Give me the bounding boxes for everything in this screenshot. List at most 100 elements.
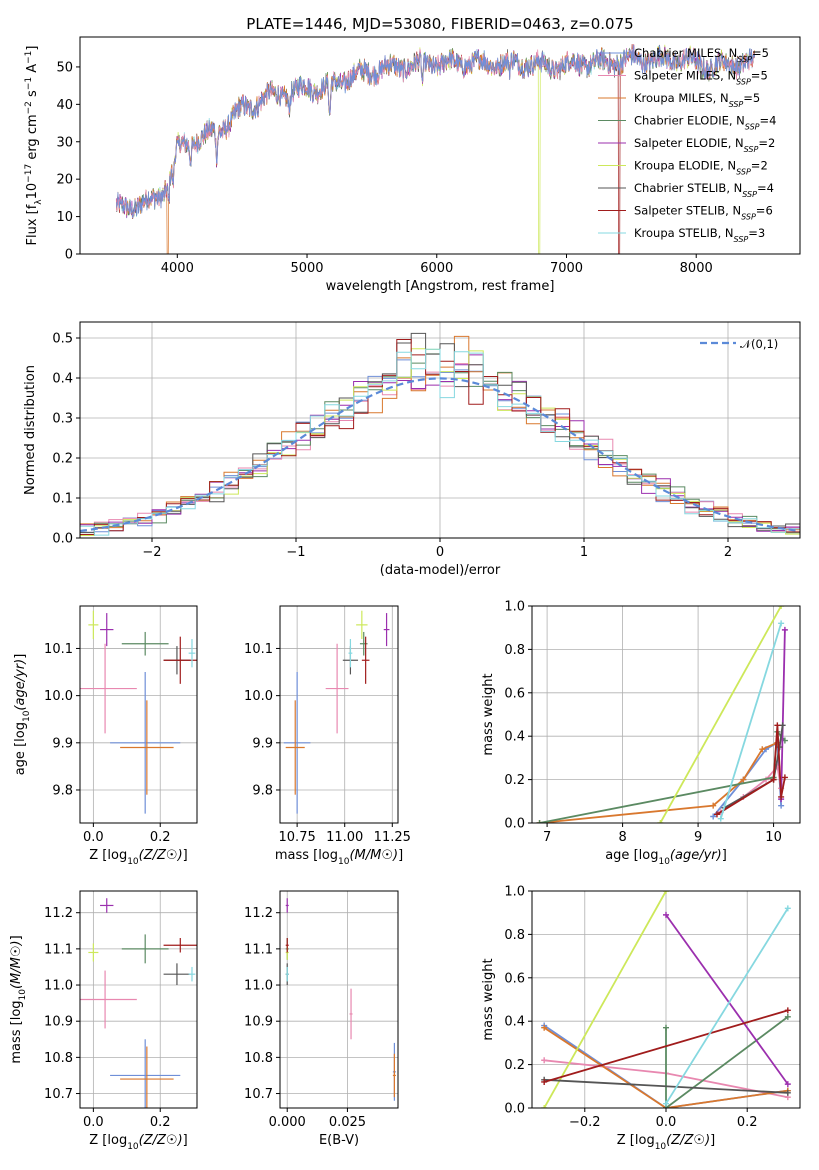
legend-entry-kroupa-miles: Kroupa MILES, NSSP=5: [634, 91, 760, 109]
spectrum-legend: Chabrier MILES, NSSP=5 Salpeter MILES, NS…: [598, 46, 776, 244]
axes-frame: [279, 605, 399, 824]
weight-marker: [740, 776, 747, 783]
legend-entry-kroupa-elodie: Kroupa ELODIE, NSSP=2: [634, 159, 768, 177]
mass-vs-extinction-chart: 0.000 0.025 10.7 10.8 10.9 11.0 11.1 11.2 E(B-V): [244, 890, 399, 1148]
weight-marker: [536, 820, 543, 823]
age-vs-mass-chart: 10.75 11.00 11.25 9.8 9.9 10.0 10.1 mass [log10…: [244, 605, 411, 867]
y-tick-label: 40: [56, 98, 73, 113]
x-tick-label: 9: [694, 830, 702, 845]
x-tick-label: 5000: [290, 261, 323, 276]
y-tick-label: 1.0: [504, 600, 525, 615]
x-tick-label: 0.2: [150, 830, 171, 845]
y-tick-label: 0.0: [504, 817, 525, 832]
x-tick-label: 0.2: [150, 1115, 171, 1130]
weight-marker: [717, 815, 724, 822]
errorbar-kroupa-stelib: [188, 639, 196, 668]
axes-frame: [279, 890, 399, 1109]
weight-marker: [774, 722, 781, 729]
y-axis-label: Normed distribution: [23, 365, 38, 495]
residual-distribution-chart: −2 −1 0 1 2 0.0 0.1 0.2 0.3 0.4 0.5 (data-model)/er…: [23, 321, 801, 578]
errorbar-chabrier-elodie: [121, 934, 169, 964]
x-tick-label: −0.2: [569, 1115, 601, 1130]
x-tick-label: 0.0: [83, 1115, 104, 1130]
y-tick-label: 11.1: [44, 942, 73, 957]
errorbar-salpeter-elodie: [100, 898, 114, 913]
y-tick-label: 10.1: [44, 642, 73, 657]
mass-vs-metallicity-chart: 0.0 0.2 10.7 10.8 10.9 11.0 11.1 11.2 Z [log10(Z…: [9, 890, 198, 1152]
x-tick-label: 6000: [420, 261, 453, 276]
y-tick-label: 0.4: [504, 1015, 525, 1030]
legend-entry-normal: 𝒩(0,1): [740, 337, 778, 351]
errorbar-salpeter-miles: [80, 643, 137, 734]
y-tick-label: 0.1: [52, 492, 73, 507]
errorbar-salpeter-miles: [80, 970, 137, 1029]
mass-vs-metallicity-plot-area: [80, 898, 197, 1108]
y-tick-label: 30: [56, 135, 73, 150]
weight-marker: [781, 774, 788, 781]
legend-entry-salpeter-stelib: Salpeter STELIB, NSSP=6: [634, 204, 773, 222]
weight-marker: [710, 802, 717, 809]
errorbar-salpeter-miles: [349, 988, 353, 1040]
x-tick-label: −1: [286, 545, 305, 560]
errorbar-kroupa-miles: [120, 1046, 174, 1108]
weight-marker: [778, 620, 785, 627]
y-tick-label: 0.2: [504, 1058, 525, 1073]
y-tick-label: 0.8: [504, 928, 525, 943]
x-axis-label: (data-model)/error: [380, 563, 501, 578]
spectrum-line-chabrier-miles: [115, 44, 755, 220]
x-tick-label: 10.75: [279, 830, 316, 845]
weight-vs-metallicity-plot-area: [541, 891, 791, 1108]
x-tick-label: 10: [765, 830, 782, 845]
weight-marker: [770, 776, 777, 783]
y-tick-label: 20: [56, 173, 73, 188]
weight-vs-age-chart: 7 8 9 10 0.0 0.2 0.4 0.6 0.8 1.0 age [log10(age/yr…: [481, 600, 801, 867]
x-tick-label: 8: [618, 830, 626, 845]
weight-marker: [778, 606, 785, 609]
x-tick-label: −2: [142, 545, 161, 560]
weight-marker: [781, 626, 788, 633]
y-tick-label: 10.7: [44, 1087, 73, 1102]
errorbar-chabrier-miles: [110, 1039, 181, 1108]
errorbar-salpeter-stelib: [163, 938, 197, 953]
weight-marker: [541, 1105, 548, 1108]
y-tick-label: 11.0: [44, 979, 73, 994]
figure-title: PLATE=1446, MJD=53080, FIBERID=0463, z=0…: [246, 15, 633, 33]
legend-entry-chabrier-miles: Chabrier MILES, NSSP=5: [634, 46, 769, 64]
age-vs-metallicity-plot-area: [80, 610, 197, 814]
weight-series-kroupa-elodie: [541, 891, 669, 1108]
errorbar-chabrier-miles: [283, 672, 311, 814]
weight-marker: [779, 722, 786, 729]
y-axis-label: mass weight: [481, 673, 496, 755]
y-tick-label: 0.0: [504, 1102, 525, 1117]
errorbar-kroupa-stelib: [285, 966, 289, 982]
axes-frame: [531, 605, 801, 824]
y-tick-label: 9.9: [52, 736, 73, 751]
weight-vs-metallicity-chart: −0.2 0.0 0.2 0.0 0.2 0.4 0.6 0.8 1.0 Z [log10(Z/Z…: [481, 885, 801, 1152]
x-tick-label: 4000: [161, 261, 194, 276]
weight-marker: [541, 1024, 548, 1031]
y-tick-label: 1.0: [504, 885, 525, 900]
weight-series-kroupa-stelib: [663, 905, 791, 1107]
x-tick-label: 0.0: [656, 1115, 677, 1130]
x-tick-label: 11.00: [326, 830, 363, 845]
x-tick-label: 0.2: [737, 1115, 758, 1130]
legend-entry-chabrier-stelib: Chabrier STELIB, NSSP=4: [634, 181, 774, 199]
errorbar-kroupa-miles: [120, 700, 174, 795]
weight-series-salpeter-stelib: [541, 1007, 791, 1085]
weight-marker: [663, 911, 669, 918]
y-tick-label: 10.7: [244, 1087, 273, 1102]
y-tick-label: 11.1: [244, 942, 273, 957]
x-tick-label: 0.025: [329, 1115, 366, 1130]
y-tick-label: 10.0: [244, 689, 273, 704]
y-axis-label: mass weight: [481, 958, 496, 1040]
y-tick-label: 0.6: [504, 971, 525, 986]
errorbar-chabrier-stelib: [163, 963, 191, 986]
normal-reference-curve: [80, 377, 800, 533]
y-tick-label: 10.9: [244, 1015, 273, 1030]
x-tick-label: 7000: [550, 261, 583, 276]
y-axis-label: age [log10(age/yr)]: [13, 654, 32, 776]
y-tick-label: 10.0: [44, 689, 73, 704]
errorbar-kroupa-stelib: [348, 639, 353, 668]
axes-frame: [79, 36, 801, 255]
